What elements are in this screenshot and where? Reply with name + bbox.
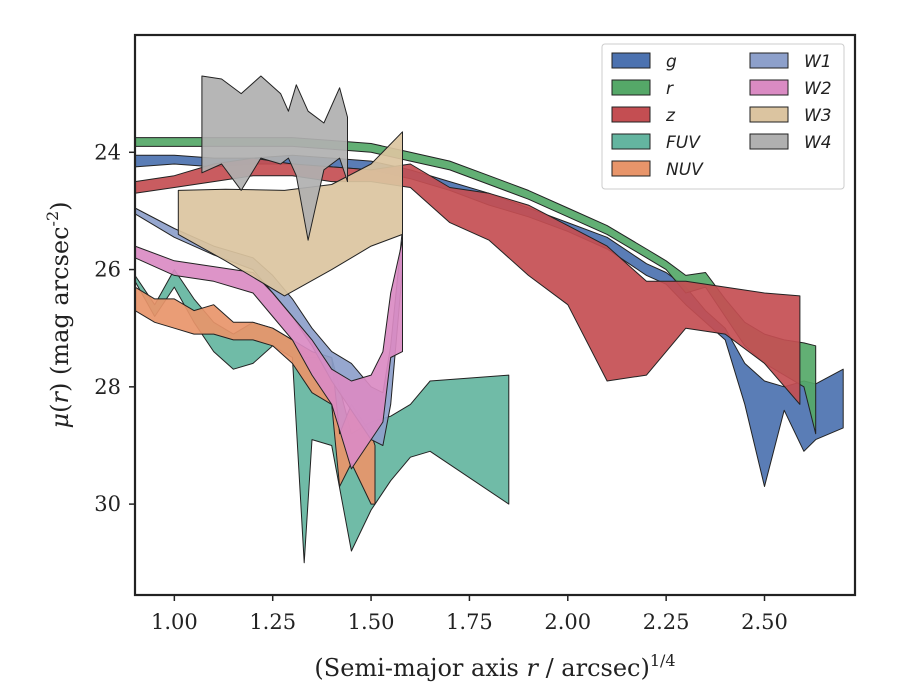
y-axis-label: μ(r) (mag arcsec-2) xyxy=(43,201,74,428)
legend-label-NUV: NUV xyxy=(666,160,704,180)
band-layer xyxy=(134,75,844,564)
y-tick-label: 26 xyxy=(94,258,121,282)
legend-label-FUV: FUV xyxy=(666,133,701,153)
y-axis: 24 26 28 30 xyxy=(94,140,135,516)
y-tick-label: 28 xyxy=(94,375,121,399)
legend: grz FUV NUV W1 W2 W3 W4 xyxy=(601,43,845,190)
x-tick-label: 1.00 xyxy=(151,610,198,634)
legend-swatch-W4 xyxy=(749,133,789,150)
legend-label-W3: W3 xyxy=(804,106,832,126)
legend-swatch-FUV xyxy=(611,133,651,150)
x-tick-label: 2.50 xyxy=(741,610,788,634)
legend-swatch-z xyxy=(611,106,651,123)
plot-frame xyxy=(133,33,857,597)
band-W3 xyxy=(177,131,403,297)
legend-swatch-W2 xyxy=(749,79,789,96)
legend-label-z: z xyxy=(665,106,676,126)
band-W2 xyxy=(134,239,403,470)
legend-swatch-r xyxy=(611,79,651,96)
legend-label-W2: W2 xyxy=(804,79,832,99)
legend-label-g: g xyxy=(666,52,677,72)
x-tick-label: 1.50 xyxy=(348,610,395,634)
legend-label-W1: W1 xyxy=(804,52,832,72)
legend-swatch-W1 xyxy=(749,52,789,69)
legend-label-W4: W4 xyxy=(804,133,832,153)
y-tick-label: 30 xyxy=(94,492,121,516)
x-axis: 1.00 1.25 1.50 1.75 2.00 2.25 2.50 xyxy=(151,595,788,634)
legend-label-r: r xyxy=(666,79,674,99)
band-W4 xyxy=(201,75,348,241)
legend-swatch-W3 xyxy=(749,106,789,123)
x-tick-label: 1.75 xyxy=(446,610,493,634)
x-tick-label: 1.25 xyxy=(249,610,296,634)
y-tick-label: 24 xyxy=(94,140,121,164)
x-axis-label: (Semi-major axis r / arcsec)1/4 xyxy=(314,651,675,682)
legend-swatch-g xyxy=(611,52,651,69)
legend-swatch-NUV xyxy=(611,160,651,177)
x-tick-label: 2.00 xyxy=(544,610,591,634)
x-tick-label: 2.25 xyxy=(643,610,690,634)
